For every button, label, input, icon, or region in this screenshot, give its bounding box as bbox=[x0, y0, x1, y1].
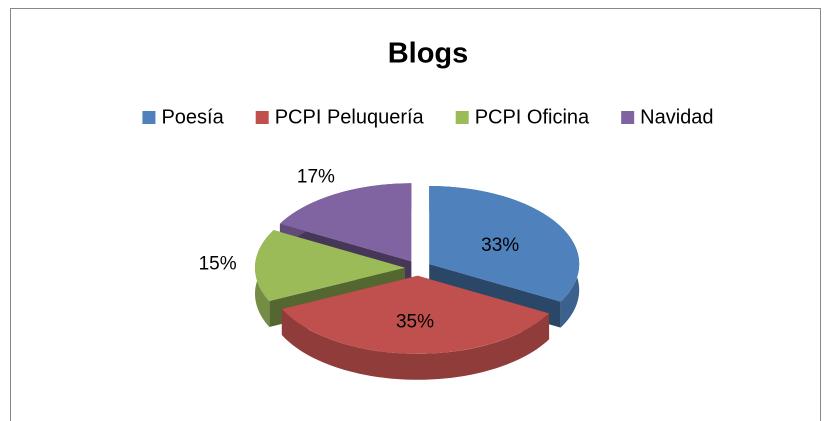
legend-swatch bbox=[621, 111, 635, 124]
slice bbox=[281, 275, 550, 354]
legend-label: Poesía bbox=[161, 106, 224, 128]
data-label: 33% bbox=[481, 235, 519, 256]
chart-title: Blogs bbox=[388, 38, 469, 70]
legend-swatch bbox=[455, 111, 469, 124]
pie: 33% 35% 15% 17% bbox=[199, 166, 580, 380]
data-label: 15% bbox=[199, 254, 237, 275]
slice bbox=[429, 186, 580, 302]
legend-label: Navidad bbox=[640, 106, 713, 128]
data-label: 35% bbox=[396, 312, 434, 333]
legend-label: PCPI Oficina bbox=[475, 106, 590, 128]
legend-label: PCPI Peluquería bbox=[275, 106, 425, 128]
legend: Poesía PCPI Peluquería PCPI Oficina Navidad bbox=[142, 106, 714, 128]
legend-swatch bbox=[255, 111, 269, 124]
legend-swatch bbox=[142, 111, 156, 124]
data-label: 17% bbox=[297, 166, 335, 187]
slice bbox=[279, 183, 412, 262]
slice bbox=[255, 230, 406, 301]
slice-side bbox=[281, 309, 550, 380]
